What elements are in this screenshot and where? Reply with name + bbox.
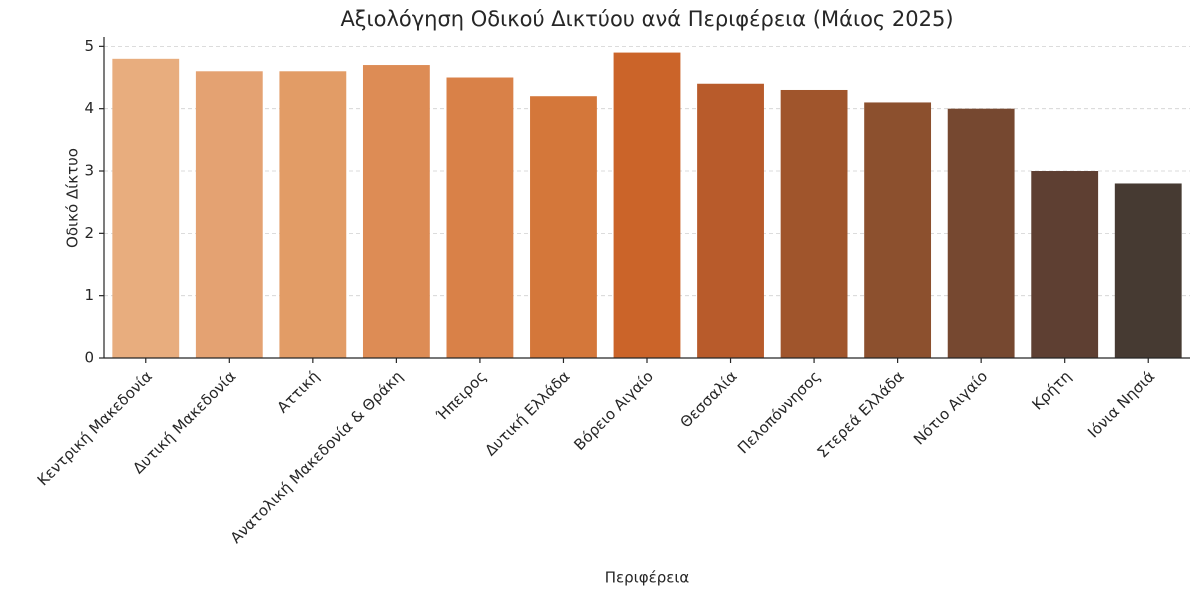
bar xyxy=(446,77,514,359)
x-axis-label: Περιφέρεια xyxy=(605,569,690,587)
bar xyxy=(1031,171,1099,358)
y-tick-label: 3 xyxy=(84,162,94,180)
x-tick-label: Δυτική Ελλάδα xyxy=(481,367,573,459)
x-tick-label: Πελοπόννησος xyxy=(734,367,824,457)
bar xyxy=(947,108,1015,358)
x-tick-label: Κρήτη xyxy=(1028,367,1074,413)
x-tick-label: Βόρειο Αιγαίο xyxy=(570,367,657,454)
x-tick-label: Ιόνια Νησιά xyxy=(1084,367,1158,441)
x-tick-label: Ανατολική Μακεδονία & Θράκη xyxy=(227,367,407,547)
bar xyxy=(279,71,347,358)
bar xyxy=(613,52,681,359)
y-tick-label: 4 xyxy=(84,99,94,117)
x-tick-label: Στερεά Ελλάδα xyxy=(814,367,908,461)
bar xyxy=(195,71,263,358)
bar xyxy=(697,83,764,359)
y-tick-label: 2 xyxy=(84,224,94,242)
x-tick-label: Αττική xyxy=(274,367,323,416)
bar xyxy=(362,65,430,358)
x-tick-label: Νότιο Αιγαίο xyxy=(910,367,991,448)
chart-title: Αξιολόγηση Οδικού Δικτύου ανά Περιφέρεια… xyxy=(340,7,953,31)
y-axis-label: Οδικό Δίκτυο xyxy=(64,148,82,248)
y-tick-label: 0 xyxy=(84,349,94,367)
x-tick-label: Θεσσαλία xyxy=(676,367,740,431)
bar xyxy=(1114,183,1182,358)
y-tick-label: 1 xyxy=(84,286,94,304)
x-tick-label: Ήπειρος xyxy=(432,367,490,425)
bar xyxy=(780,89,848,358)
bar xyxy=(864,102,932,359)
bar xyxy=(530,96,597,358)
y-tick-label: 5 xyxy=(84,37,94,55)
bar xyxy=(112,58,180,359)
